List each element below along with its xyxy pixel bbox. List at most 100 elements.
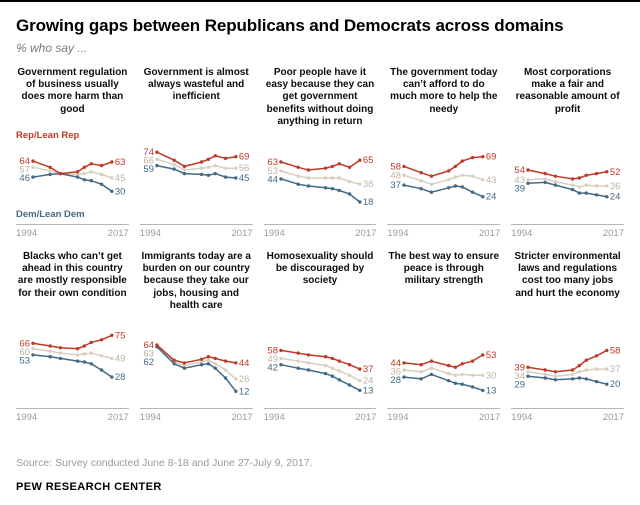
data-point-dem xyxy=(419,187,424,191)
data-point-rep xyxy=(206,157,210,161)
panel-title: Most corporations make a fair and reason… xyxy=(515,67,620,115)
data-point-dem xyxy=(182,366,186,370)
x-tick-start: 1994 xyxy=(511,412,533,423)
data-point-total xyxy=(323,363,327,368)
data-point-rep xyxy=(584,358,589,362)
line-chart: 58 48 37 69 43 24 xyxy=(387,133,500,221)
data-point-rep xyxy=(553,370,558,374)
chart-panel: Stricter environmental laws and regulati… xyxy=(511,251,624,423)
data-point-dem xyxy=(526,374,530,378)
series-line-total xyxy=(280,357,360,382)
data-point-total xyxy=(31,165,35,169)
footer: Source: Survey conducted June 8-18 and J… xyxy=(16,457,624,493)
line-chart: 74 66 59 69 56 45 xyxy=(140,133,253,221)
data-point-rep xyxy=(577,363,582,368)
data-point-total xyxy=(182,363,186,368)
data-point-dem xyxy=(357,200,362,204)
value-label-rep-right: 75 xyxy=(115,330,126,341)
chart-panel: Most corporations make a fair and reason… xyxy=(511,67,624,239)
x-tick-end: 2017 xyxy=(231,412,253,423)
panel-title: Homosexuality should be discouraged by s… xyxy=(266,251,374,287)
data-point-dem xyxy=(330,187,334,191)
data-point-total xyxy=(402,173,407,177)
legend-rep-label: Rep/Lean Rep xyxy=(16,130,80,141)
value-label-dem-left: 59 xyxy=(143,164,154,175)
value-label-dem-right: 13 xyxy=(362,385,373,396)
data-point-dem xyxy=(337,378,341,382)
data-point-total xyxy=(526,178,530,182)
value-label-total-left: 36 xyxy=(391,366,402,377)
data-point-total xyxy=(199,360,204,364)
series-line-total xyxy=(156,158,236,171)
data-point-dem xyxy=(577,191,582,195)
data-point-dem xyxy=(223,175,228,179)
data-point-total xyxy=(48,349,52,353)
x-axis: 1994 2017 xyxy=(387,224,501,239)
data-point-total xyxy=(89,170,93,174)
chart-panel: Homosexuality should be discouraged by s… xyxy=(263,251,377,423)
data-point-rep xyxy=(543,368,548,372)
data-point-total xyxy=(206,165,210,169)
data-point-rep xyxy=(82,344,87,348)
value-label-rep-left: 64 xyxy=(19,156,30,167)
data-point-rep xyxy=(199,160,204,164)
value-label-total-left: 48 xyxy=(391,170,402,181)
data-point-dem xyxy=(296,182,300,186)
series-line-dem xyxy=(404,184,484,198)
data-point-total xyxy=(357,182,362,186)
x-tick-start: 1994 xyxy=(387,228,409,239)
value-label-dem-right: 28 xyxy=(115,372,126,383)
data-point-rep xyxy=(595,171,599,176)
value-label-rep-left: 58 xyxy=(267,345,278,356)
x-tick-end: 2017 xyxy=(107,228,129,239)
data-point-total xyxy=(278,356,283,361)
value-label-rep-right: 63 xyxy=(115,157,126,168)
value-label-total-left: 66 xyxy=(143,156,154,167)
data-point-dem xyxy=(58,356,63,361)
data-point-rep xyxy=(571,177,575,181)
chart-panel: Government is almost always wasteful and… xyxy=(139,67,253,239)
data-point-dem xyxy=(337,188,341,193)
series-line-dem xyxy=(280,178,360,203)
data-point-total xyxy=(595,184,599,188)
data-point-rep xyxy=(75,170,80,174)
data-point-total xyxy=(330,366,334,370)
data-point-dem xyxy=(48,355,52,359)
data-point-dem xyxy=(526,181,530,185)
data-point-dem xyxy=(75,359,80,363)
series-line-total xyxy=(528,178,608,188)
data-point-total xyxy=(543,372,548,377)
data-point-total xyxy=(233,166,238,170)
data-point-rep xyxy=(182,361,186,365)
data-point-dem xyxy=(31,353,35,357)
x-axis: 1994 2017 xyxy=(139,224,253,239)
data-point-total xyxy=(296,359,300,363)
data-point-dem xyxy=(89,362,93,366)
data-point-rep xyxy=(89,162,93,166)
x-tick-start: 1994 xyxy=(263,412,285,423)
value-label-rep-left: 54 xyxy=(515,165,526,176)
data-point-rep xyxy=(233,155,238,159)
data-point-dem xyxy=(571,187,575,192)
data-point-total xyxy=(526,370,530,374)
data-point-rep xyxy=(296,165,300,169)
data-point-total xyxy=(278,169,283,173)
value-label-total-left: 43 xyxy=(515,175,526,186)
data-point-rep xyxy=(471,359,475,363)
x-axis: 1994 2017 xyxy=(263,408,377,423)
value-label-total-right: 24 xyxy=(362,376,373,387)
data-point-total xyxy=(357,379,362,383)
data-point-rep xyxy=(402,164,407,169)
data-point-total xyxy=(347,373,351,377)
line-chart: 44 36 28 53 30 13 xyxy=(387,317,500,405)
data-point-dem xyxy=(447,379,451,383)
data-point-rep xyxy=(571,368,575,372)
data-point-dem xyxy=(31,175,35,179)
value-label-total-left: 60 xyxy=(19,347,30,358)
data-point-rep xyxy=(471,155,475,160)
data-point-rep xyxy=(337,359,341,363)
data-point-dem xyxy=(543,180,548,185)
data-point-rep xyxy=(577,176,582,180)
data-point-rep xyxy=(89,340,93,345)
